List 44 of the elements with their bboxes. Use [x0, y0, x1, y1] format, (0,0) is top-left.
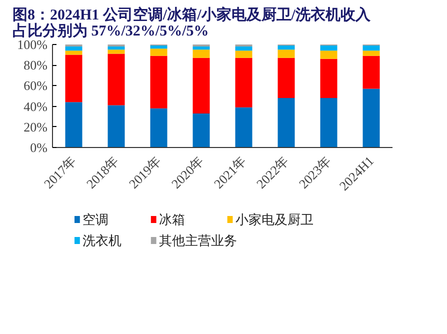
bar: [320, 50, 338, 59]
bar: [320, 46, 338, 51]
bar: [65, 54, 82, 102]
bar: [362, 56, 380, 89]
bar: [235, 46, 252, 51]
bar: [278, 98, 295, 148]
bar: [108, 46, 125, 50]
bar: [65, 46, 82, 51]
y-tick-label: 0%: [30, 140, 48, 155]
legend-label: 洗衣机: [82, 233, 122, 248]
bar: [108, 105, 125, 148]
bar: [362, 88, 380, 148]
bar: [192, 114, 210, 148]
bar: [108, 54, 125, 106]
bar: [235, 58, 252, 108]
bar: [362, 46, 380, 51]
bar: [278, 50, 295, 58]
bar: [192, 58, 210, 114]
bar: [150, 48, 168, 56]
bar: [108, 50, 125, 54]
bar: [150, 56, 168, 108]
bar: [362, 50, 380, 56]
bar: [235, 107, 252, 148]
bar: [150, 46, 168, 49]
bar: [278, 58, 295, 98]
legend-label: 冰箱: [159, 212, 186, 227]
legend-label: 小家电及厨卫: [235, 212, 314, 227]
bar: [235, 50, 252, 58]
y-tick-label: 20%: [24, 119, 48, 134]
bar: [278, 46, 295, 50]
bar: [320, 58, 338, 98]
bar: [320, 98, 338, 148]
y-tick-label: 60%: [24, 78, 48, 94]
y-tick-label: 40%: [24, 98, 48, 114]
bar: [65, 102, 82, 148]
legend-label: 其他主营业务: [159, 233, 238, 248]
bar: [192, 46, 210, 50]
bar: [192, 50, 210, 58]
chart-title: 图8：2024H1 公司空调/冰箱/小家电及厨卫/洗衣机收入占比分别为 57%/32%/5%/5%: [12, 6, 372, 40]
y-tick-label: 80%: [24, 58, 48, 73]
y-tick-label: 100%: [17, 37, 48, 52]
bar: [65, 50, 82, 55]
bar: [150, 108, 168, 148]
legend-label: 空调: [82, 212, 109, 227]
